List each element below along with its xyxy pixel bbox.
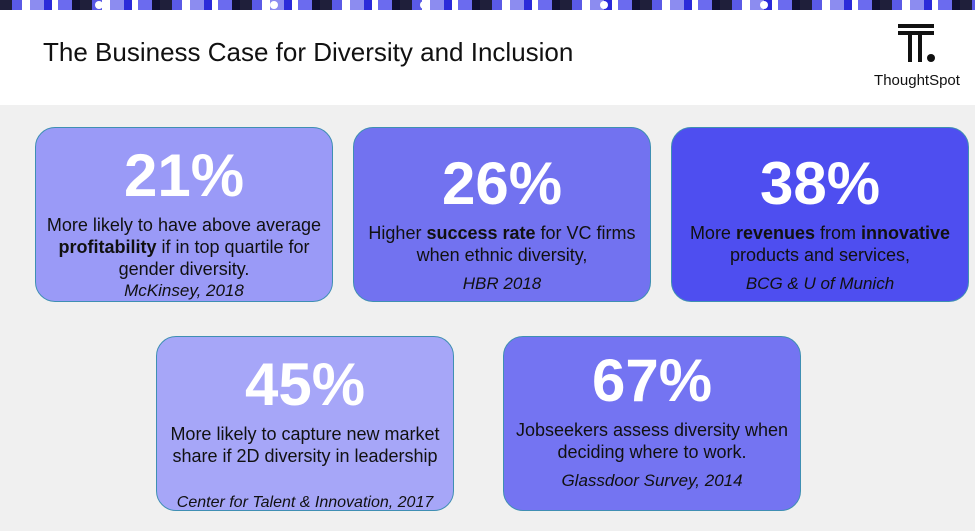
stat-percent: 38%: [759, 150, 881, 217]
stat-source: HBR 2018: [462, 274, 542, 293]
pattern-dot: [600, 1, 608, 9]
stat-source: BCG & U of Munich: [745, 274, 895, 293]
thoughtspot-logo-icon: [898, 24, 935, 62]
stat-percent: 21%: [123, 142, 245, 209]
pattern-dot: [420, 1, 428, 9]
stat-description: Higher success rate for VC firms when et…: [368, 223, 636, 265]
stat-percent: 26%: [441, 150, 563, 217]
stat-percent: 45%: [244, 351, 366, 418]
stat-card-market-share: 45% More likely to capture new market sh…: [156, 336, 454, 511]
stat-source: Glassdoor Survey, 2014: [561, 471, 743, 490]
stat-source: McKinsey, 2018: [124, 281, 244, 300]
stat-card-jobseekers: 67% Jobseekers assess diversity when dec…: [503, 336, 801, 511]
brand-logo: ThoughtSpot: [872, 24, 962, 92]
stat-description: More likely to have above average profit…: [46, 215, 322, 279]
decorative-pattern-strip: [0, 0, 975, 10]
header-band: [0, 10, 975, 105]
pattern-dot: [270, 1, 278, 9]
stat-card-vc-success: 26% Higher success rate for VC firms whe…: [353, 127, 651, 302]
page-title: The Business Case for Diversity and Incl…: [43, 37, 574, 67]
stat-description: More likely to capture new market share …: [170, 424, 440, 466]
stat-description: Jobseekers assess diversity when decidin…: [515, 420, 789, 462]
pattern-dot: [95, 1, 103, 9]
stat-card-profitability: 21% More likely to have above average pr…: [35, 127, 333, 302]
pattern-dot: [760, 1, 768, 9]
stat-card-revenues: 38% More revenues from innovative produc…: [671, 127, 969, 302]
stat-source: Center for Talent & Innovation, 2017: [176, 494, 434, 511]
stat-percent: 67%: [591, 347, 713, 414]
logo-text: ThoughtSpot: [874, 72, 960, 89]
stat-description: More revenues from innovative products a…: [689, 223, 951, 265]
